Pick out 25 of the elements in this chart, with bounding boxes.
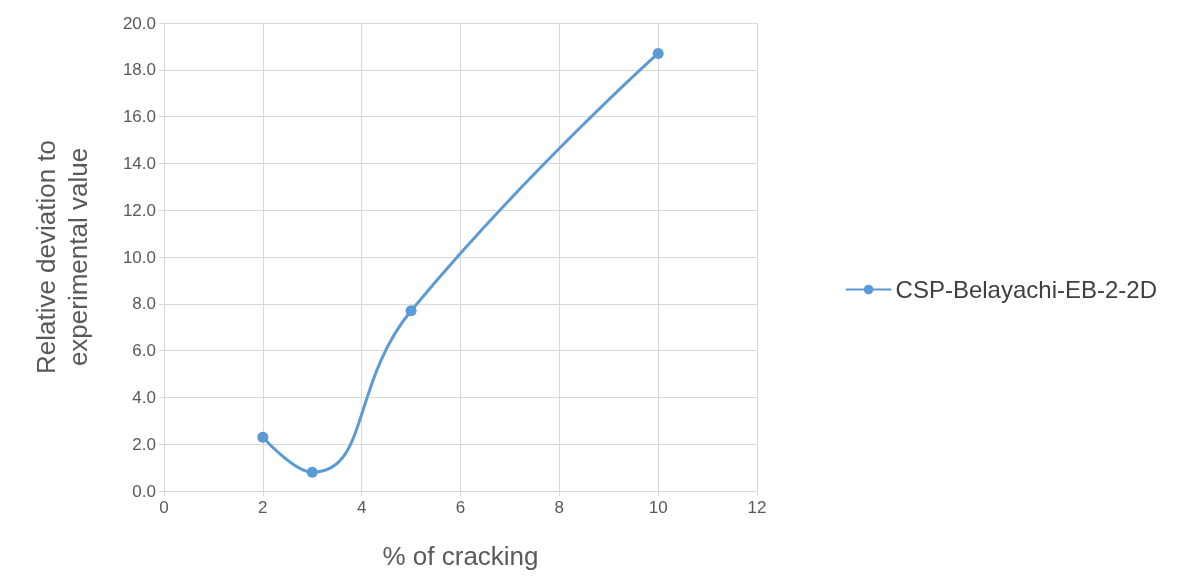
y-tick-label: 10.0 [122, 247, 156, 267]
x-tick-label: 4 [356, 498, 367, 517]
point [405, 305, 417, 317]
y-axis-title: Relative deviation to experimental value [31, 139, 93, 375]
point [652, 47, 664, 59]
x-tick-label: 6 [455, 498, 466, 517]
x-tick-label: 8 [554, 498, 565, 517]
y-tick-label: 2.0 [132, 434, 156, 454]
x-tick-label: 0 [159, 498, 169, 517]
y-tick-label: 20.0 [122, 13, 156, 33]
legend-label: CSP-Belayachi-EB-2-2D [895, 276, 1157, 303]
y-tick-label: 18.0 [122, 60, 156, 80]
point [257, 431, 269, 443]
x-tick-label: 12 [747, 498, 767, 517]
y-tick-label: 16.0 [122, 107, 156, 127]
point [306, 466, 318, 478]
y-tick-label: 12.0 [122, 200, 156, 220]
y-tick-label: 4.0 [132, 387, 156, 407]
y-tick-label: 8.0 [132, 294, 156, 314]
y-tick-label: 14.0 [122, 153, 156, 173]
y-tick-label: 6.0 [132, 341, 156, 361]
x-tick-label: 2 [258, 498, 268, 517]
y-tick-label: 0.0 [132, 481, 156, 501]
x-axis-title: % of cracking [382, 541, 539, 571]
x-tick-label: 10 [648, 498, 668, 517]
